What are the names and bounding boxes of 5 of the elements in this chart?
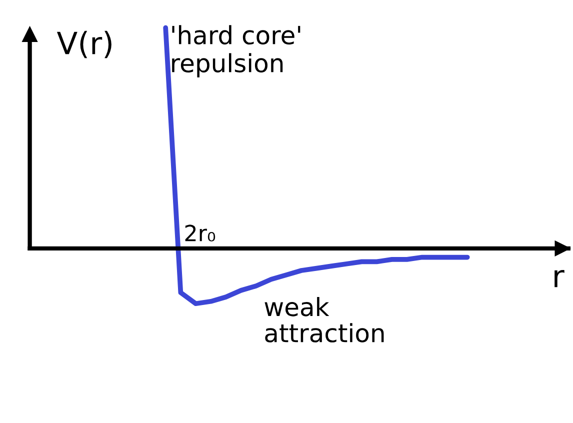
y-axis-title: V(r) (56, 30, 112, 58)
annotation: 2r₀ (185, 224, 216, 242)
annotation: weak attraction (264, 296, 384, 342)
annotation: 'hard core' repulsion (172, 25, 300, 78)
x-axis-title: r (554, 270, 564, 288)
